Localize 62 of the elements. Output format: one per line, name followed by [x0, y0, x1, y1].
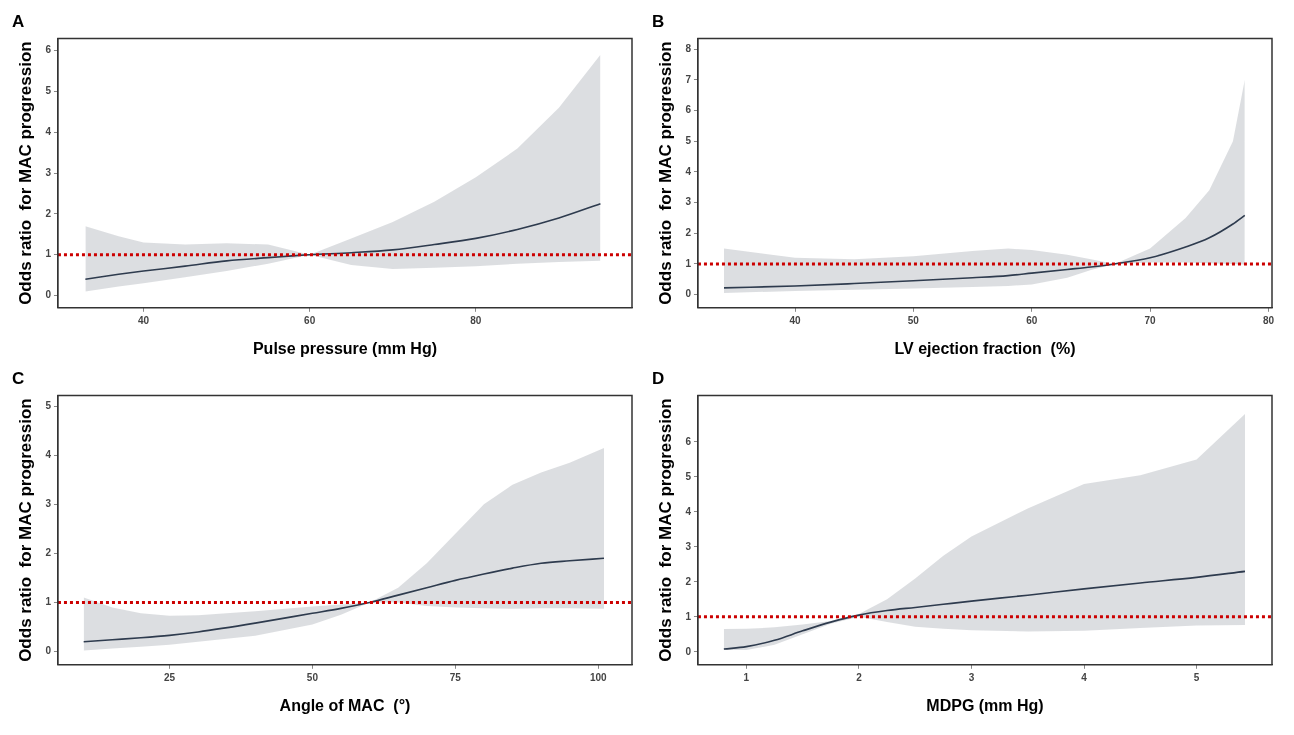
x-tick-label: 5: [1193, 671, 1200, 683]
line-series: [84, 202, 602, 281]
x-tick-label: 100: [589, 671, 608, 683]
x-tick-label: 60: [304, 314, 316, 326]
y-tick-label: 0: [685, 645, 692, 657]
y-axis-title: Odds ratio for MAC progression: [655, 398, 675, 662]
line-series: [82, 557, 605, 643]
y-tick-label: 2: [685, 226, 692, 238]
x-tick-label: 70: [1144, 314, 1157, 326]
y-tick-label: 5: [685, 134, 692, 146]
line-series: [723, 214, 1246, 289]
y-tick-label: 5: [685, 470, 692, 482]
chart-title: B: [652, 11, 665, 31]
y-tick-label: 5: [45, 399, 52, 411]
x-tick-label: 3: [968, 671, 975, 683]
y-tick-label: 4: [685, 505, 692, 517]
y-tick-label: 4: [685, 165, 692, 177]
x-tick-label: 50: [306, 671, 319, 683]
y-axis-title: Odds ratio for MAC progression: [15, 41, 35, 305]
chart-title: C: [12, 368, 25, 388]
x-tick-label: 40: [137, 314, 150, 326]
y-tick-label: 1: [685, 610, 692, 622]
x-tick-label: 80: [470, 314, 482, 326]
x-tick-label: 2: [856, 671, 863, 683]
x-axis-title: Pulse pressure (mm Hg): [252, 339, 438, 357]
y-tick-label: 1: [685, 257, 692, 269]
y-tick-label: 4: [45, 126, 52, 138]
y-tick-label: 0: [685, 288, 692, 300]
y-axis-title: Odds ratio for MAC progression: [655, 41, 675, 305]
y-tick-label: 2: [45, 547, 52, 559]
x-tick-label: 4: [1081, 671, 1088, 683]
chart-title: A: [12, 11, 25, 31]
y-tick-label: 1: [45, 248, 52, 260]
y-tick-label: 2: [45, 207, 52, 219]
y-tick-label: 2: [685, 575, 692, 587]
x-tick-label: 75: [449, 671, 462, 683]
y-tick-label: 8: [685, 42, 692, 54]
y-tick-label: 7: [685, 73, 692, 85]
y-tick-label: 6: [685, 435, 692, 447]
x-tick-label: 60: [1026, 314, 1038, 326]
y-tick-label: 1: [45, 596, 52, 608]
line-series: [723, 570, 1246, 650]
y-axis-title: Odds ratio for MAC progression: [15, 398, 35, 662]
y-tick-label: 3: [45, 166, 52, 178]
y-tick-label: 3: [45, 498, 52, 510]
x-tick-label: 80: [1262, 314, 1275, 326]
y-tick-label: 3: [685, 540, 692, 552]
y-tick-label: 6: [685, 104, 692, 116]
y-tick-label: 5: [45, 85, 52, 97]
x-axis-title: LV ejection fraction (%): [894, 339, 1076, 357]
y-tick-label: 0: [45, 289, 52, 301]
x-tick-label: 40: [789, 314, 802, 326]
x-tick-label: 50: [907, 314, 920, 326]
y-tick-label: 4: [45, 449, 52, 461]
y-tick-label: 6: [45, 44, 52, 56]
chart-title: D: [652, 368, 665, 388]
y-tick-label: 0: [45, 645, 52, 657]
x-axis-title: Angle of MAC (°): [279, 696, 411, 714]
y-tick-label: 3: [685, 196, 692, 208]
x-axis-title: MDPG (mm Hg): [926, 696, 1044, 714]
x-tick-label: 1: [743, 671, 750, 683]
x-tick-label: 25: [163, 671, 176, 683]
